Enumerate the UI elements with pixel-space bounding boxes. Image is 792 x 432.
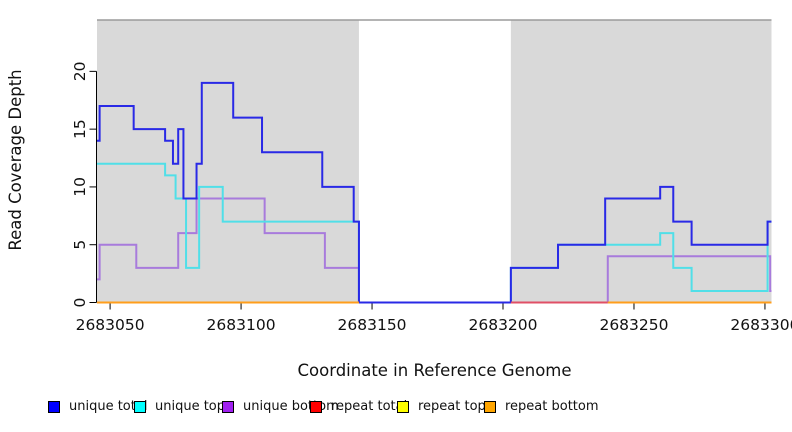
legend-swatch-unique-top <box>134 400 146 413</box>
series-line-unique-bottom <box>97 197 772 304</box>
legend-label: unique bottom <box>243 399 339 414</box>
plot-background-block-1 <box>510 20 772 303</box>
y-axis-title: Read Coverage Depth <box>6 69 25 251</box>
x-tick-label: 2683250 <box>599 316 668 334</box>
y-tick-label: 0 <box>71 298 89 308</box>
legend-label: repeat total <box>331 399 408 414</box>
legend-label: repeat top <box>418 399 486 414</box>
legend-item-unique-total: unique total <box>48 399 147 414</box>
legend-item-unique-top: unique top <box>134 399 225 414</box>
x-tick-label: 2683100 <box>207 316 276 334</box>
legend-swatch-unique-bottom <box>222 400 234 413</box>
legend-item-repeat-bottom: repeat bottom <box>484 399 599 414</box>
y-tick-label: 5 <box>71 240 89 250</box>
plot-background-block-0 <box>97 20 359 303</box>
series-line-unique-total <box>97 81 772 304</box>
legend-swatch-repeat-total <box>310 400 322 413</box>
legend-label: unique total <box>69 399 148 414</box>
x-axis-title: Coordinate in Reference Genome <box>297 361 572 380</box>
legend-label: repeat bottom <box>505 399 599 414</box>
legend-item-repeat-top: repeat top <box>397 399 486 414</box>
legend-swatch-repeat-top <box>397 400 409 413</box>
y-tick-label: 20 <box>71 61 89 81</box>
y-tick-label: 10 <box>71 177 89 197</box>
legend-swatch-unique-total <box>48 400 60 413</box>
chart-svg: 2683050 2683100 2683150 2683200 2683250 26833… <box>71 19 792 334</box>
legend-label: unique top <box>155 399 226 414</box>
legend-item-repeat-total: repeat total <box>310 399 407 414</box>
legend-item-unique-bottom: unique bottom <box>222 399 339 414</box>
y-tick-label: 15 <box>71 119 89 139</box>
legend-swatch-repeat-bottom <box>484 400 496 413</box>
x-tick-label: 2683050 <box>76 316 145 334</box>
x-tick-label: 2683150 <box>338 316 407 334</box>
x-tick-label: 2683200 <box>468 316 537 334</box>
